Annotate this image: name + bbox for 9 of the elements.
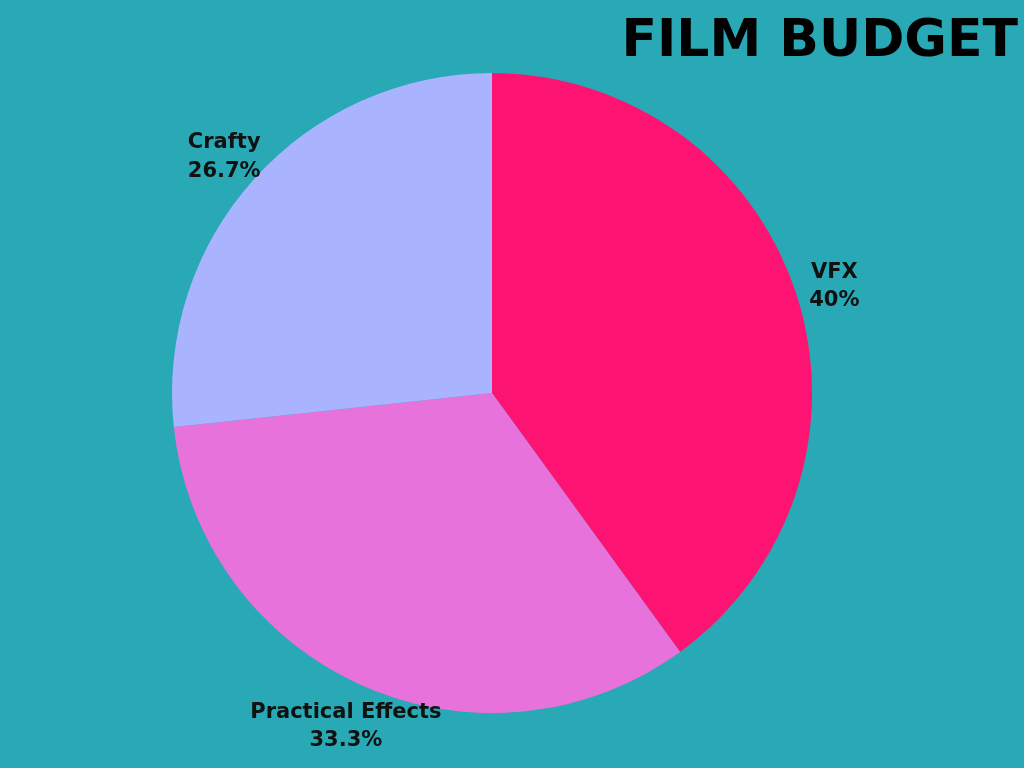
chart-title: FILM BUDGET: [621, 8, 1018, 68]
data-label: 26.7%: [187, 157, 261, 182]
slice-label: Practical Effects: [250, 698, 442, 723]
slice-label: Crafty: [187, 129, 261, 154]
slice-label: VFX: [810, 258, 858, 283]
pie-slice: [492, 73, 812, 652]
data-label: 33.3%: [309, 727, 383, 752]
pie-slice: [172, 73, 492, 428]
data-label: 40%: [809, 286, 860, 311]
